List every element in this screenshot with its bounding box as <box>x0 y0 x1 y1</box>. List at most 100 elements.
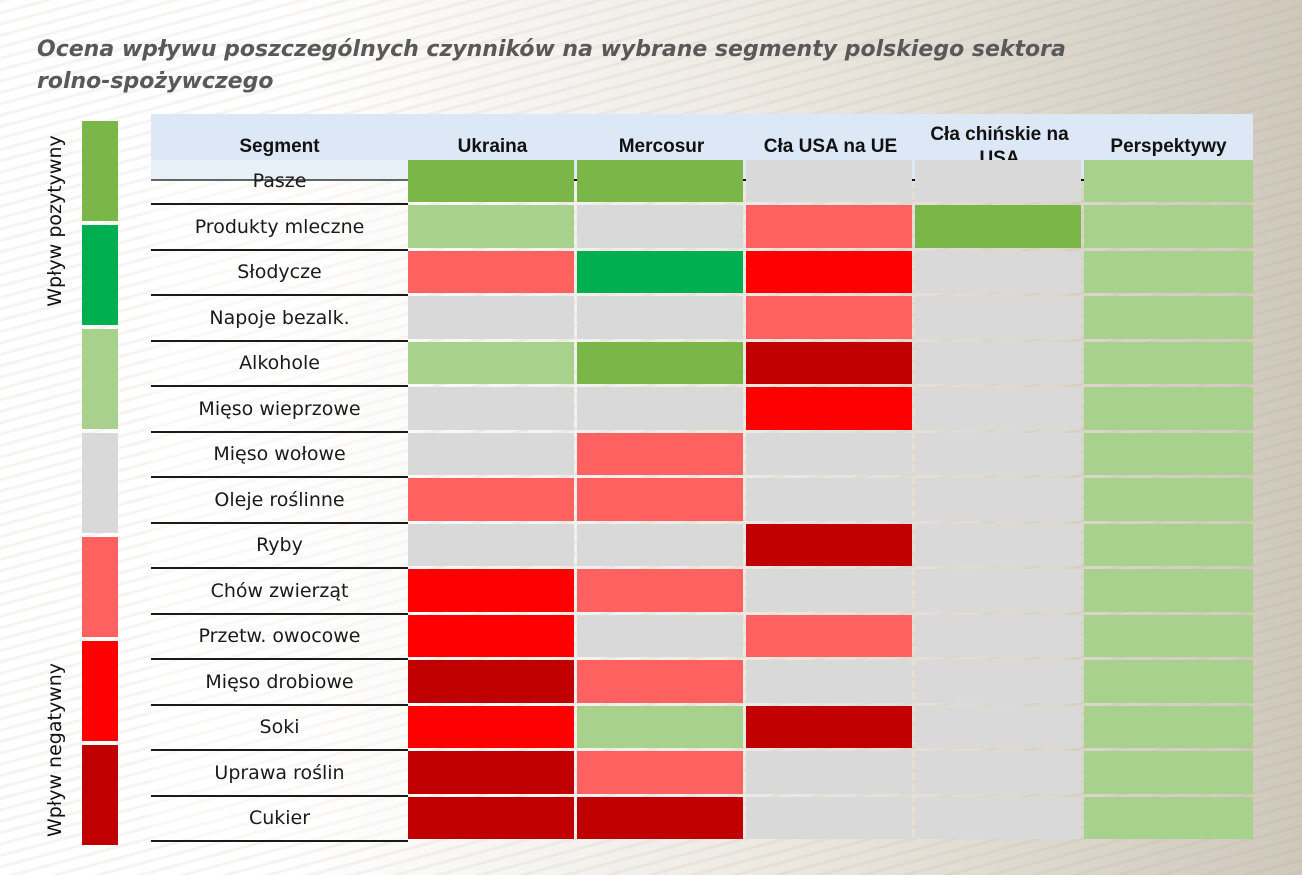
heatmap-cell <box>408 569 574 612</box>
heatmap-cell <box>915 296 1081 339</box>
heatmap-cell <box>577 341 743 384</box>
heatmap-cell <box>746 796 912 839</box>
heatmap-cell <box>915 614 1081 657</box>
segment-label: Soki <box>151 705 408 751</box>
heatmap-cell <box>915 751 1081 794</box>
heatmap-cell <box>746 523 912 566</box>
heatmap-cell <box>1084 387 1253 430</box>
heatmap-cell <box>1084 569 1253 612</box>
heatmap-cell <box>915 660 1081 703</box>
legend-swatch <box>82 745 118 845</box>
heatmap-cell <box>746 614 912 657</box>
heatmap-cell <box>915 250 1081 293</box>
heatmap-cell <box>915 569 1081 612</box>
segment-label: Oleje roślinne <box>151 478 408 524</box>
heatmap-cell <box>1084 432 1253 475</box>
heatmap-cell <box>1084 159 1253 202</box>
segment-label: Alkohole <box>151 341 408 387</box>
heatmap-cell <box>746 751 912 794</box>
heatmap-cell <box>577 296 743 339</box>
heatmap-cell <box>408 751 574 794</box>
legend-swatch <box>82 641 118 741</box>
heatmap-cell <box>408 660 574 703</box>
heatmap-cell <box>1084 751 1253 794</box>
heatmap-cell <box>577 660 743 703</box>
segment-label: Przetw. owocowe <box>151 614 408 660</box>
segment-label: Napoje bezalk. <box>151 296 408 342</box>
chart-title: Ocena wpływu poszczególnych czynników na… <box>37 37 1066 94</box>
segment-label: Ryby <box>151 523 408 569</box>
segment-label: Chów zwierząt <box>151 569 408 615</box>
heatmap-cell <box>408 387 574 430</box>
heatmap-cell <box>408 432 574 475</box>
legend-positive-text: Wpływ pozytywny <box>44 135 66 307</box>
heatmap-cell <box>746 159 912 202</box>
heatmap-cell <box>1084 296 1253 339</box>
heatmap-cell <box>577 478 743 521</box>
legend-swatch <box>82 537 118 637</box>
heatmap-cell <box>746 705 912 748</box>
heatmap-cell <box>408 250 574 293</box>
heatmap-cell <box>577 569 743 612</box>
heatmap-cell <box>577 614 743 657</box>
heatmap-cell <box>746 205 912 248</box>
heatmap-cell <box>408 523 574 566</box>
segment-label: Słodycze <box>151 250 408 296</box>
segment-label: Mięso wołowe <box>151 432 408 478</box>
legend-negative-text: Wpływ negatywny <box>44 662 66 838</box>
heatmap-cell <box>915 705 1081 748</box>
heatmap-cell <box>746 478 912 521</box>
heatmap-cell <box>746 387 912 430</box>
legend-swatch <box>82 121 118 221</box>
legend-negative-label: Wpływ negatywny <box>35 640 75 860</box>
legend-swatch <box>82 225 118 325</box>
heatmap-cell <box>915 387 1081 430</box>
header-segment: Segment <box>151 114 408 181</box>
segment-label: Mięso wieprzowe <box>151 387 408 433</box>
heatmap-cell <box>1084 614 1253 657</box>
heatmap-cell <box>577 159 743 202</box>
legend-color-scale <box>82 121 118 845</box>
heatmap-cell <box>746 250 912 293</box>
heatmap-cell <box>408 296 574 339</box>
heatmap-cell <box>408 478 574 521</box>
heatmap-cell <box>746 341 912 384</box>
heatmap-cell <box>915 159 1081 202</box>
heatmap-cell <box>577 751 743 794</box>
heatmap-cell <box>1084 478 1253 521</box>
heatmap-cell <box>1084 205 1253 248</box>
heatmap-cell <box>577 705 743 748</box>
heatmap-cell <box>915 523 1081 566</box>
heatmap-cell <box>577 796 743 839</box>
heatmap-cell <box>746 296 912 339</box>
heatmap-cell <box>1084 796 1253 839</box>
legend-swatch <box>82 433 118 533</box>
legend-swatch <box>82 329 118 429</box>
heatmap-cell <box>577 523 743 566</box>
heatmap-cell <box>915 205 1081 248</box>
segment-label: Produkty mleczne <box>151 205 408 251</box>
heatmap-cell <box>577 205 743 248</box>
segment-label: Uprawa roślin <box>151 751 408 797</box>
heatmap-cell <box>1084 660 1253 703</box>
heatmap-cell <box>915 796 1081 839</box>
heatmap-cell <box>746 660 912 703</box>
segment-label: Pasze <box>151 159 408 205</box>
heatmap-cell <box>577 250 743 293</box>
heatmap-cell <box>408 614 574 657</box>
heatmap-cell <box>1084 705 1253 748</box>
heatmap-cell <box>408 341 574 384</box>
heatmap-cell <box>1084 250 1253 293</box>
heatmap-cell <box>1084 341 1253 384</box>
heatmap-cell <box>915 341 1081 384</box>
impact-heatmap: Segment Ukraina Mercosur Cła USA na UE C… <box>151 114 1253 842</box>
segment-label: Mięso drobiowe <box>151 660 408 706</box>
heatmap-cell <box>915 478 1081 521</box>
heatmap-cell <box>746 432 912 475</box>
heatmap-cell <box>577 387 743 430</box>
heatmap-cell <box>408 159 574 202</box>
segment-label: Cukier <box>151 796 408 842</box>
heatmap-cell <box>1084 523 1253 566</box>
heatmap-cell <box>915 432 1081 475</box>
heatmap-cell <box>577 432 743 475</box>
